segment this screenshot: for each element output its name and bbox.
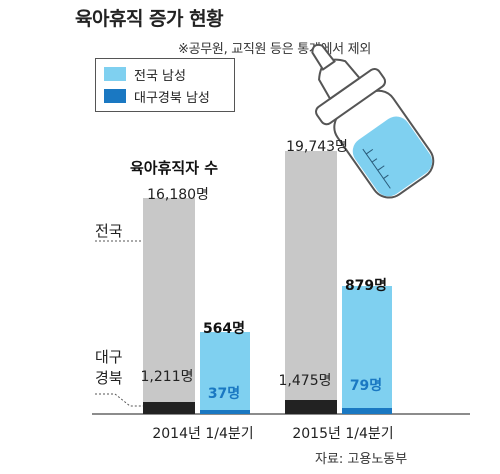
x-tick-2015: 2015년 1/4분기 <box>292 426 393 442</box>
region-label-line1: 대구 <box>95 348 123 366</box>
legend-label-region-male: 대구경북 남성 <box>134 90 210 106</box>
value-label-region-male-2014: 37명 <box>208 385 240 402</box>
bar-region-2014 <box>143 402 195 414</box>
legend-swatch-national-male <box>104 67 126 81</box>
value-label-national-male-2015: 879명 <box>345 277 387 294</box>
value-label-national-male-2014: 564명 <box>203 320 245 337</box>
legend-item-national-male: 전국 남성 <box>104 65 186 84</box>
bar-region-male-2014 <box>200 410 250 414</box>
value-label-region-male-2015: 79명 <box>350 377 382 394</box>
value-label-region-2015: 1,475명 <box>279 373 332 389</box>
chart-subtitle: 육아휴직자 수 <box>130 159 218 177</box>
region-label-line2: 경북 <box>95 369 123 387</box>
value-label-nation-2014: 16,180명 <box>147 187 209 203</box>
source-note: 자료: 고용노동부 <box>315 452 408 467</box>
legend-swatch-region-male <box>104 89 126 103</box>
legend: 전국 남성 대구경북 남성 <box>95 58 235 112</box>
value-label-region-2014: 1,211명 <box>141 369 194 385</box>
baby-bottle-icon <box>311 43 435 199</box>
bar-region-2015 <box>285 400 337 414</box>
bar-region-male-2015 <box>342 408 392 414</box>
bar-nation-2015 <box>285 151 337 414</box>
region-leader <box>95 393 143 407</box>
bar-national-male-2014 <box>200 332 250 414</box>
value-label-nation-2015: 19,743명 <box>286 139 348 155</box>
legend-label-national-male: 전국 남성 <box>134 68 186 84</box>
chart-title: 육아휴직 증가 현황 <box>75 8 224 30</box>
bar-nation-2014 <box>143 198 195 414</box>
x-tick-2014: 2014년 1/4분기 <box>152 426 253 442</box>
bar-national-male-2015 <box>342 286 392 414</box>
legend-item-region-male: 대구경북 남성 <box>104 87 210 106</box>
nation-label: 전국 <box>95 222 123 240</box>
